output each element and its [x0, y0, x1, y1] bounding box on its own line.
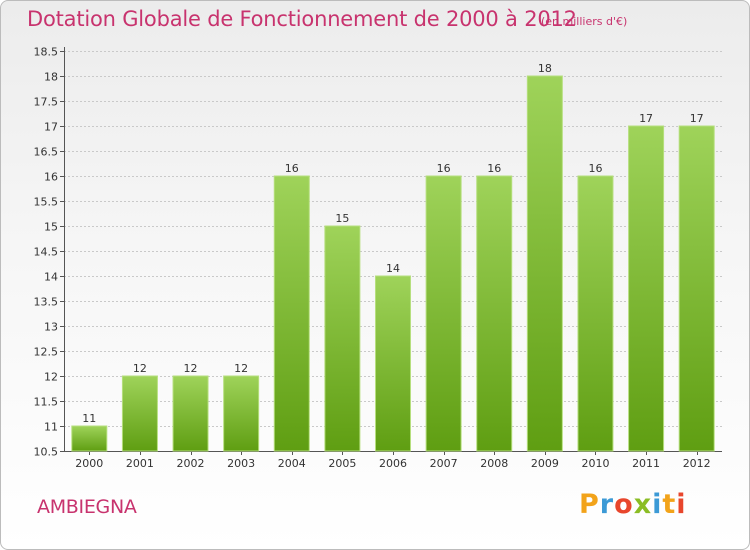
bar-value-label: 12: [184, 362, 198, 375]
commune-name: AMBIEGNA: [37, 496, 137, 518]
bar-value-label: 16: [487, 162, 501, 175]
bar-value-label: 12: [133, 362, 147, 375]
bar-value-label: 12: [234, 362, 248, 375]
x-tick-label: 2000: [75, 457, 103, 470]
bar: [71, 425, 108, 452]
y-tick-label: 16: [44, 171, 58, 184]
x-tick-label: 2005: [328, 457, 356, 470]
y-tick-label: 10.5: [34, 446, 59, 459]
bar: [577, 175, 614, 452]
y-tick-label: 18: [44, 71, 58, 84]
x-tick-label: 2004: [278, 457, 306, 470]
bar-value-label: 16: [588, 162, 602, 175]
y-tick-label: 11: [44, 421, 58, 434]
y-tick-label: 14.5: [34, 246, 59, 259]
bar: [476, 175, 513, 452]
bar-value-label: 17: [690, 112, 704, 125]
bar-value-label: 14: [386, 262, 400, 275]
x-tick-label: 2006: [379, 457, 407, 470]
logo-letter: i: [676, 489, 687, 520]
bar: [678, 125, 715, 452]
logo-letter: t: [662, 489, 677, 520]
y-tick-label: 17.5: [34, 96, 59, 109]
bar: [628, 125, 665, 452]
logo-letter: P: [579, 489, 600, 520]
bar: [375, 275, 411, 452]
y-tick-label: 15.5: [34, 196, 59, 209]
logo-letter: i: [652, 489, 663, 520]
logo-letter: o: [614, 489, 634, 520]
bar: [526, 75, 563, 452]
proxiti-logo: Proxiti: [579, 489, 687, 520]
bar-value-label: 11: [82, 412, 96, 425]
x-tick-label: 2001: [126, 457, 154, 470]
bars: [71, 75, 715, 452]
bar-value-label: 16: [437, 162, 451, 175]
bar-value-label: 15: [335, 212, 349, 225]
y-tick-label: 12: [44, 371, 58, 384]
x-tick-label: 2012: [683, 457, 711, 470]
bar-value-label: 17: [639, 112, 653, 125]
y-tick-label: 11.5: [34, 396, 59, 409]
bar-value-label: 16: [285, 162, 299, 175]
x-tick-label: 2003: [227, 457, 255, 470]
bar: [223, 375, 260, 452]
bar: [425, 175, 462, 452]
y-tick-label: 18.5: [34, 46, 59, 59]
labels: 10.5 11 11.5 12 12.5 13 13.5 14 14.5 15 15.5 16 16.5…: [34, 46, 711, 471]
y-tick-label: 14: [44, 271, 58, 284]
x-tick-label: 2010: [581, 457, 609, 470]
y-tick-label: 16.5: [34, 146, 59, 159]
bar: [324, 225, 361, 452]
x-tick-label: 2009: [531, 457, 559, 470]
chart-title: Dotation Globale de Fonctionnement de 20…: [27, 7, 577, 31]
x-tick-label: 2011: [632, 457, 660, 470]
logo-letter: r: [599, 489, 615, 520]
y-tick-label: 12.5: [34, 346, 59, 359]
y-tick-label: 13: [44, 321, 58, 334]
y-tick-label: 17: [44, 121, 58, 134]
bar-value-label: 18: [538, 62, 552, 75]
y-tick-label: 13.5: [34, 296, 59, 309]
y-tick-label: 15: [44, 221, 58, 234]
x-tick-label: 2007: [430, 457, 458, 470]
x-tick-label: 2008: [480, 457, 508, 470]
bar: [172, 375, 209, 452]
bar: [121, 375, 158, 452]
bar: [273, 175, 310, 452]
chart-subtitle: (en milliers d'€): [541, 15, 628, 28]
x-tick-label: 2002: [177, 457, 205, 470]
logo-letter: x: [633, 489, 653, 520]
